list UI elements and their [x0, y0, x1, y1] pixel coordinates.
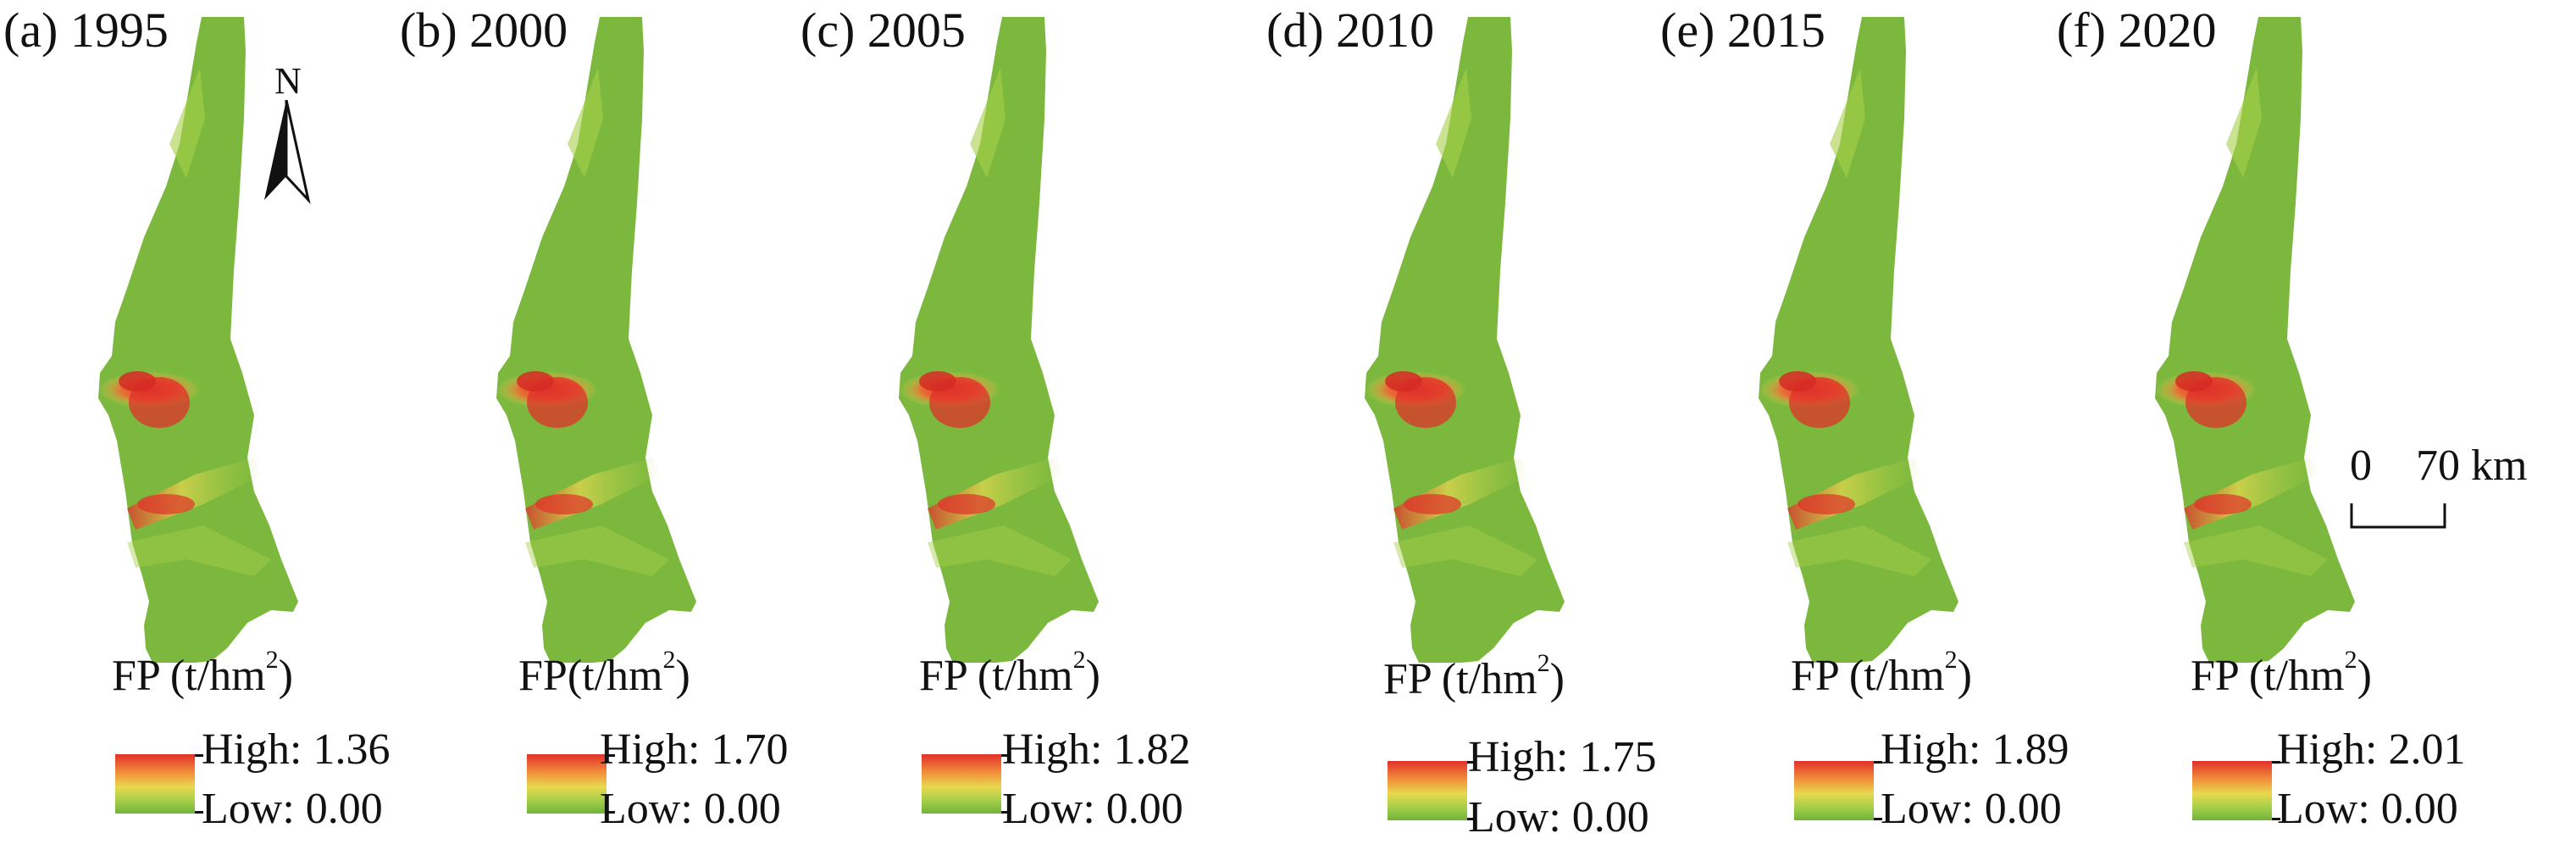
legend-high-label: High: 1.36 [202, 725, 391, 774]
north-label: N [274, 60, 302, 102]
legend-tick-high [1001, 754, 1010, 757]
legend-title: FP (t/hm2) [1791, 647, 1972, 701]
legend-low-label: Low: 0.00 [202, 785, 383, 833]
panel-title: (d) 2010 [1266, 3, 1435, 58]
legend-low-label: Low: 0.00 [600, 785, 781, 833]
legend-title-text: FP (t/hm [1791, 652, 1945, 700]
scale-zero-label: 0 [2350, 442, 2372, 490]
legend-low-label: Low: 0.00 [1002, 785, 1183, 833]
legend-title: FP (t/hm2) [112, 647, 293, 701]
legend-high-label: High: 1.70 [600, 725, 789, 774]
legend-color-ramp [1794, 761, 1882, 820]
legend-low-label: Low: 0.00 [1881, 785, 2062, 833]
legend-title-text: FP (t/hm [2191, 652, 2345, 700]
legend-title: FP (t/hm2) [919, 647, 1100, 701]
legend-color-ramp [2192, 761, 2280, 820]
legend-unit-superscript: 2 [1537, 649, 1550, 677]
legend-tick-high [195, 754, 203, 757]
legend-tick-low [1874, 818, 1882, 820]
legend-high-label: High: 1.82 [1002, 725, 1191, 774]
legend-unit-superscript: 2 [1944, 646, 1958, 674]
legend-title: FP (t/hm2) [1383, 651, 1565, 704]
map-panel-2010: (d) 2010 FP (t/hm2) High: 1.75 Low: 0.00 [1266, 0, 1673, 861]
region-map [1365, 17, 1565, 663]
legend-tick-high [2272, 761, 2280, 764]
legend-title-close: ) [1957, 652, 1972, 700]
region-map [2155, 17, 2355, 663]
legend-tick-low [1467, 818, 1476, 820]
legend-high-label: High: 1.75 [1468, 733, 1657, 781]
map-panel-2005: (c) 2005 FP (t/hm2) High: 1.82 Low: 0.00 [800, 0, 1207, 861]
north-arrow: N [254, 59, 322, 205]
legend-tick-high [1874, 761, 1882, 764]
legend-title-text: FP (t/hm [919, 652, 1073, 700]
legend-color-ramp [115, 754, 203, 814]
north-arrow-icon [264, 100, 311, 205]
legend-title-text: FP (t/hm [112, 652, 266, 700]
legend-tick-high [607, 754, 615, 757]
map-panel-2020: (f) 2020 FP (t/hm2) High: 2.01 Low: 0.00 [2057, 0, 2466, 861]
panel-title: (c) 2005 [800, 3, 966, 58]
legend-title: FP(t/hm2) [518, 647, 690, 701]
scale-distance-label: 70 km [2416, 442, 2528, 490]
legend-title-close: ) [675, 652, 690, 700]
legend-tick-low [607, 811, 615, 814]
legend-title-close: ) [1549, 655, 1565, 703]
map-panel-2000: (b) 2000 FP(t/hm2) High: 1.70 Low: 0.00 [398, 0, 805, 861]
region-map [98, 17, 298, 663]
legend-unit-superscript: 2 [662, 646, 676, 674]
legend-title-text: FP(t/hm [518, 652, 663, 700]
legend-unit-superscript: 2 [265, 646, 279, 674]
region-map [899, 17, 1099, 663]
map-panel-1995: (a) 1995 FP (t/hm2) High: 1.36 Low: 0.00… [0, 0, 407, 861]
legend-title-text: FP (t/hm [1383, 655, 1537, 703]
panel-title: (a) 1995 [3, 3, 169, 58]
legend-high-label: High: 1.89 [1881, 725, 2069, 774]
panel-title: (f) 2020 [2057, 3, 2217, 58]
scale-bar-line [2350, 503, 2446, 529]
legend-title-close: ) [278, 652, 293, 700]
legend-title: FP (t/hm2) [2191, 647, 2372, 701]
legend-tick-high [1467, 761, 1476, 764]
legend-title-close: ) [1085, 652, 1100, 700]
region-map [1759, 17, 1958, 663]
panel-title: (e) 2015 [1660, 3, 1825, 58]
legend-color-ramp [527, 754, 615, 814]
legend-high-label: High: 2.01 [2277, 725, 2466, 774]
legend-low-label: Low: 0.00 [2277, 785, 2458, 833]
legend-tick-low [2272, 818, 2280, 820]
scale-bar: 0 70 km [2346, 441, 2575, 559]
legend-unit-superscript: 2 [1072, 646, 1086, 674]
region-map [496, 17, 696, 663]
legend-color-ramp [922, 754, 1010, 814]
legend-unit-superscript: 2 [2344, 646, 2357, 674]
panel-title: (b) 2000 [400, 3, 568, 58]
map-panel-2015: (e) 2015 FP (t/hm2) High: 1.89 Low: 0.00 [1660, 0, 2069, 861]
legend-low-label: Low: 0.00 [1468, 793, 1649, 842]
legend-tick-low [195, 811, 203, 814]
legend-title-close: ) [2357, 652, 2372, 700]
legend-tick-low [1001, 811, 1010, 814]
legend-color-ramp [1388, 761, 1476, 820]
